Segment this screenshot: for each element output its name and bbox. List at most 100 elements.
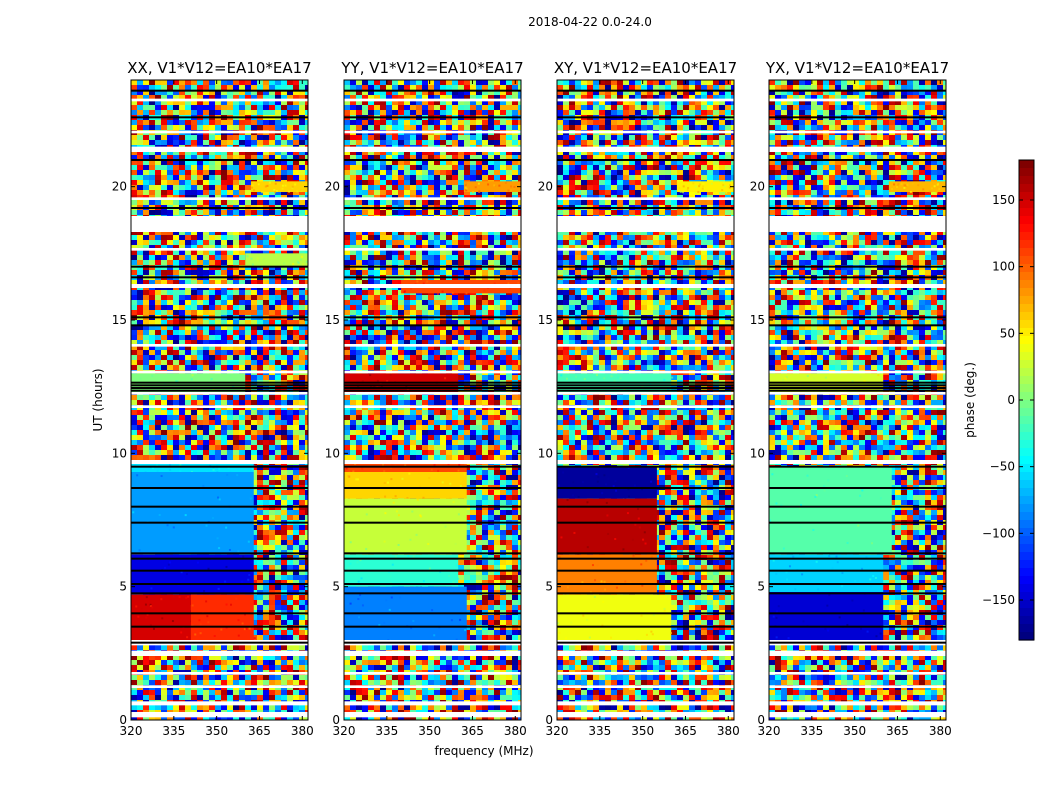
flag-line [557, 625, 734, 628]
colorbar-tick-label: 50 [1000, 326, 1015, 340]
x-tick-label: 350 [843, 724, 866, 738]
y-tick-label: 20 [538, 180, 553, 194]
flag-line [557, 265, 734, 268]
flag-gap [344, 130, 521, 134]
flag-gap [557, 248, 734, 251]
colorbar-segment [1019, 368, 1034, 377]
colorbar-segment [1019, 616, 1034, 625]
flag-gap [131, 344, 308, 347]
flag-gap [344, 216, 521, 232]
flag-line [344, 316, 521, 319]
flag-gap [769, 460, 946, 464]
flag-gap [557, 460, 734, 464]
colorbar-segment [1019, 536, 1034, 545]
y-tick-label: 15 [112, 313, 127, 327]
colorbar-tick-label: −50 [990, 460, 1015, 474]
colorbar-segment [1019, 200, 1034, 209]
colorbar-segment [1019, 344, 1034, 353]
colorbar-segment [1019, 408, 1034, 417]
flag-line [131, 557, 308, 560]
flag-gap [344, 650, 521, 656]
flag-gap [557, 98, 734, 102]
flag-line [557, 557, 734, 560]
flag-gap [557, 146, 734, 152]
flag-line [344, 592, 521, 595]
flag-gap [131, 701, 308, 706]
y-tick-label: 5 [119, 580, 127, 594]
colorbar-segment [1019, 312, 1034, 321]
flag-line [557, 552, 734, 555]
flag-line [769, 159, 946, 161]
flag-line [131, 389, 308, 392]
figure-suptitle: 2018-04-22 0.0-24.0 [528, 15, 652, 29]
colorbar-segment [1019, 168, 1034, 177]
y-tick-label: 10 [538, 446, 553, 460]
flag-line [344, 116, 521, 119]
flag-line [344, 612, 521, 615]
flag-line [769, 557, 946, 560]
flag-gap [131, 405, 308, 408]
flag-line [557, 387, 734, 389]
panels-group: XX, V1*V12=EA10*EA17 320 335 350 365 380 0 5 10 1… [112, 59, 952, 738]
flag-line [557, 324, 734, 327]
flag-gap [557, 701, 734, 706]
flag-gap [557, 130, 734, 134]
colorbar-segment [1019, 624, 1034, 633]
flag-gap [769, 672, 946, 675]
panel-frame [130, 79, 309, 721]
flag-gap [769, 197, 946, 200]
flag-line [344, 465, 521, 468]
heatmap-noise [344, 80, 521, 720]
y-tick-label: 10 [325, 446, 340, 460]
flag-line [769, 384, 946, 387]
flag-line [769, 116, 946, 119]
flag-line [344, 625, 521, 628]
flag-line [344, 569, 521, 572]
panel-xy: XY, V1*V12=EA10*EA17 320 335 350 365 380 0 5 10 1… [538, 59, 740, 738]
flag-line [344, 89, 521, 92]
flag-gap [131, 370, 308, 374]
flag-gap [557, 216, 734, 232]
flag-line [769, 612, 946, 615]
x-tick-label: 335 [162, 724, 185, 738]
flag-line [557, 207, 734, 209]
flag-line [131, 641, 308, 644]
flag-line [769, 505, 946, 508]
colorbar-segment [1019, 632, 1034, 641]
heatmap-noise [769, 80, 946, 720]
flag-line [131, 384, 308, 387]
x-tick-label: 380 [291, 724, 314, 738]
panel-title: YY, V1*V12=EA10*EA17 [340, 59, 523, 77]
flag-line [131, 387, 308, 389]
colorbar-segment [1019, 448, 1034, 457]
colorbar-segment [1019, 464, 1034, 473]
flag-gap [557, 685, 734, 688]
flag-line [557, 583, 734, 585]
flag-line [344, 276, 521, 279]
x-tick-label: 350 [418, 724, 441, 738]
flag-gap [769, 685, 946, 688]
flag-gap [557, 370, 734, 374]
colorbar-segment [1019, 472, 1034, 481]
colorbar-segment [1019, 392, 1034, 401]
flag-gap [769, 98, 946, 102]
flag-gap [131, 146, 308, 152]
colorbar-segment [1019, 440, 1034, 449]
colorbar-segment [1019, 496, 1034, 505]
panel-frame [343, 79, 522, 721]
y-tick-label: 20 [750, 180, 765, 194]
flag-gap [131, 650, 308, 656]
colorbar-label: phase (deg.) [963, 362, 977, 438]
colorbar-segment [1019, 288, 1034, 297]
flag-line [557, 159, 734, 161]
y-tick-label: 10 [750, 446, 765, 460]
flag-gap [344, 284, 521, 288]
y-tick-label: 0 [119, 713, 127, 727]
flag-line [557, 465, 734, 468]
flag-line [344, 583, 521, 585]
flag-line [769, 324, 946, 327]
flag-gap [344, 685, 521, 688]
flag-line [557, 641, 734, 644]
phase-region [131, 472, 254, 555]
colorbar-tick-label: −100 [982, 526, 1015, 540]
